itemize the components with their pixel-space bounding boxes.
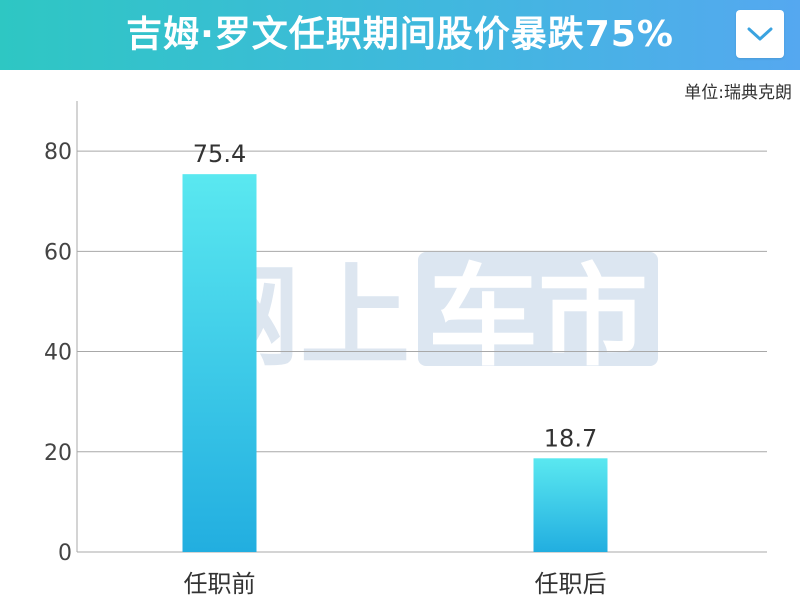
chevron-down-icon bbox=[747, 27, 773, 41]
watermark-box bbox=[418, 252, 658, 366]
y-tick-label: 80 bbox=[44, 140, 72, 165]
watermark: 网上 车市 bbox=[190, 252, 658, 381]
y-tick-label: 0 bbox=[58, 541, 72, 566]
data-label: 18.7 bbox=[544, 424, 597, 452]
bar bbox=[533, 458, 608, 552]
unit-label: 单位:瑞典克朗 bbox=[684, 83, 792, 103]
x-category-label: 任职前 bbox=[184, 570, 256, 598]
title-bar bbox=[0, 0, 800, 70]
dropdown-button[interactable] bbox=[736, 10, 784, 58]
page-title: 吉姆·罗文任职期间股价暴跌75% bbox=[126, 14, 674, 55]
watermark-text-right: 车市 bbox=[428, 253, 648, 381]
data-label: 75.4 bbox=[193, 140, 246, 168]
y-tick-label: 60 bbox=[44, 240, 72, 265]
y-tick-label: 20 bbox=[44, 441, 72, 466]
y-tick-label: 40 bbox=[44, 341, 72, 366]
bar bbox=[182, 174, 257, 552]
x-category-label: 任职后 bbox=[535, 570, 607, 598]
